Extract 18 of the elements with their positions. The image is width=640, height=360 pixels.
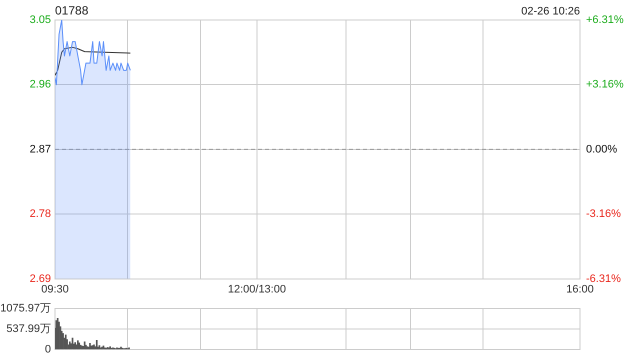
y2-tick-label: 0.00% xyxy=(586,143,618,156)
x-tick-label: 16:00 xyxy=(566,283,594,296)
y-tick-label: 2.78 xyxy=(30,208,51,220)
y-tick-label: 2.69 xyxy=(30,272,51,285)
y-tick-label: 2.87 xyxy=(30,143,51,156)
x-tick-label: 09:30 xyxy=(41,283,69,296)
y-tick-label: 3.05 xyxy=(30,14,51,26)
y2-tick-label: +6.31% xyxy=(586,14,624,26)
text: 02-26 10:26 xyxy=(521,6,580,18)
y-tick-label: 0 xyxy=(44,343,51,356)
y-tick-label: 1075.97万 xyxy=(0,302,51,315)
y2-tick-label: +3.16% xyxy=(586,78,624,91)
y2-tick-label: -6.31% xyxy=(586,272,622,285)
x-tick-label: 12:00/13:00 xyxy=(228,283,286,296)
y2-tick-label: -3.16% xyxy=(586,208,622,220)
y-tick-label: 2.96 xyxy=(30,78,51,91)
y-tick-label: 537.99万 xyxy=(6,323,51,336)
chart-title: 01788 xyxy=(55,3,89,18)
